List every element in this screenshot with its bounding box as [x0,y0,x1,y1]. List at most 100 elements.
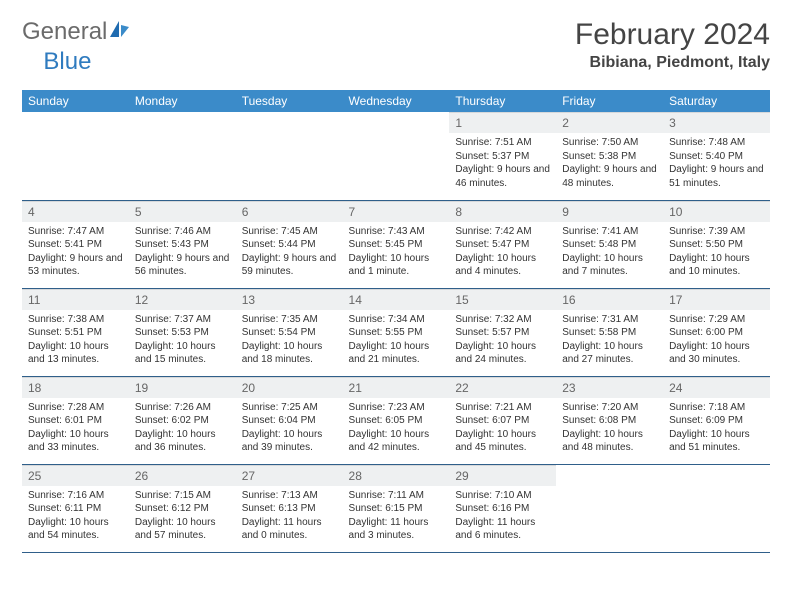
day-details: Sunrise: 7:32 AMSunset: 5:57 PMDaylight:… [449,310,556,373]
day-details: Sunrise: 7:20 AMSunset: 6:08 PMDaylight:… [556,398,663,461]
day-number: 19 [129,377,236,398]
calendar-day-cell: 23Sunrise: 7:20 AMSunset: 6:08 PMDayligh… [556,376,663,464]
weekday-header: Sunday [22,90,129,112]
calendar-empty-cell [556,464,663,552]
day-number: 10 [663,201,770,222]
day-details: Sunrise: 7:51 AMSunset: 5:37 PMDaylight:… [449,133,556,196]
calendar-week-row: 18Sunrise: 7:28 AMSunset: 6:01 PMDayligh… [22,376,770,464]
day-number: 1 [449,112,556,133]
weekday-header: Wednesday [343,90,450,112]
day-details: Sunrise: 7:37 AMSunset: 5:53 PMDaylight:… [129,310,236,373]
day-number: 28 [343,465,450,486]
sail-icon [109,18,131,46]
day-number: 13 [236,289,343,310]
day-details: Sunrise: 7:25 AMSunset: 6:04 PMDaylight:… [236,398,343,461]
day-details: Sunrise: 7:34 AMSunset: 5:55 PMDaylight:… [343,310,450,373]
day-number: 23 [556,377,663,398]
calendar-empty-cell [236,112,343,200]
calendar-day-cell: 3Sunrise: 7:48 AMSunset: 5:40 PMDaylight… [663,112,770,200]
calendar-week-row: 25Sunrise: 7:16 AMSunset: 6:11 PMDayligh… [22,464,770,552]
calendar-table: SundayMondayTuesdayWednesdayThursdayFrid… [22,90,770,553]
calendar-day-cell: 9Sunrise: 7:41 AMSunset: 5:48 PMDaylight… [556,200,663,288]
day-details: Sunrise: 7:42 AMSunset: 5:47 PMDaylight:… [449,222,556,285]
weekday-header: Friday [556,90,663,112]
day-details: Sunrise: 7:50 AMSunset: 5:38 PMDaylight:… [556,133,663,196]
calendar-day-cell: 6Sunrise: 7:45 AMSunset: 5:44 PMDaylight… [236,200,343,288]
calendar-day-cell: 15Sunrise: 7:32 AMSunset: 5:57 PMDayligh… [449,288,556,376]
day-details: Sunrise: 7:38 AMSunset: 5:51 PMDaylight:… [22,310,129,373]
calendar-day-cell: 13Sunrise: 7:35 AMSunset: 5:54 PMDayligh… [236,288,343,376]
day-number: 5 [129,201,236,222]
day-number: 15 [449,289,556,310]
logo: General [22,18,133,46]
day-number: 4 [22,201,129,222]
day-details: Sunrise: 7:18 AMSunset: 6:09 PMDaylight:… [663,398,770,461]
calendar-day-cell: 24Sunrise: 7:18 AMSunset: 6:09 PMDayligh… [663,376,770,464]
day-number: 3 [663,112,770,133]
calendar-day-cell: 7Sunrise: 7:43 AMSunset: 5:45 PMDaylight… [343,200,450,288]
day-number: 21 [343,377,450,398]
calendar-day-cell: 27Sunrise: 7:13 AMSunset: 6:13 PMDayligh… [236,464,343,552]
day-details: Sunrise: 7:15 AMSunset: 6:12 PMDaylight:… [129,486,236,549]
calendar-day-cell: 2Sunrise: 7:50 AMSunset: 5:38 PMDaylight… [556,112,663,200]
calendar-day-cell: 25Sunrise: 7:16 AMSunset: 6:11 PMDayligh… [22,464,129,552]
day-number: 26 [129,465,236,486]
day-details: Sunrise: 7:46 AMSunset: 5:43 PMDaylight:… [129,222,236,285]
calendar-day-cell: 19Sunrise: 7:26 AMSunset: 6:02 PMDayligh… [129,376,236,464]
day-details: Sunrise: 7:35 AMSunset: 5:54 PMDaylight:… [236,310,343,373]
page-title: February 2024 [575,18,770,52]
day-details: Sunrise: 7:21 AMSunset: 6:07 PMDaylight:… [449,398,556,461]
calendar-day-cell: 8Sunrise: 7:42 AMSunset: 5:47 PMDaylight… [449,200,556,288]
day-number: 27 [236,465,343,486]
weekday-header-row: SundayMondayTuesdayWednesdayThursdayFrid… [22,90,770,112]
day-number: 7 [343,201,450,222]
calendar-day-cell: 18Sunrise: 7:28 AMSunset: 6:01 PMDayligh… [22,376,129,464]
day-number: 12 [129,289,236,310]
day-number: 17 [663,289,770,310]
weekday-header: Thursday [449,90,556,112]
title-block: February 2024 Bibiana, Piedmont, Italy [575,18,770,72]
day-details: Sunrise: 7:16 AMSunset: 6:11 PMDaylight:… [22,486,129,549]
day-details: Sunrise: 7:41 AMSunset: 5:48 PMDaylight:… [556,222,663,285]
day-details: Sunrise: 7:45 AMSunset: 5:44 PMDaylight:… [236,222,343,285]
day-details: Sunrise: 7:29 AMSunset: 6:00 PMDaylight:… [663,310,770,373]
logo-text-blue: Blue [43,48,91,76]
calendar-day-cell: 17Sunrise: 7:29 AMSunset: 6:00 PMDayligh… [663,288,770,376]
calendar-day-cell: 21Sunrise: 7:23 AMSunset: 6:05 PMDayligh… [343,376,450,464]
day-details: Sunrise: 7:28 AMSunset: 6:01 PMDaylight:… [22,398,129,461]
day-details: Sunrise: 7:11 AMSunset: 6:15 PMDaylight:… [343,486,450,549]
day-details: Sunrise: 7:10 AMSunset: 6:16 PMDaylight:… [449,486,556,549]
weekday-header: Saturday [663,90,770,112]
calendar-day-cell: 20Sunrise: 7:25 AMSunset: 6:04 PMDayligh… [236,376,343,464]
day-number: 9 [556,201,663,222]
calendar-day-cell: 5Sunrise: 7:46 AMSunset: 5:43 PMDaylight… [129,200,236,288]
calendar-empty-cell [663,464,770,552]
day-number: 16 [556,289,663,310]
day-details: Sunrise: 7:43 AMSunset: 5:45 PMDaylight:… [343,222,450,285]
calendar-day-cell: 1Sunrise: 7:51 AMSunset: 5:37 PMDaylight… [449,112,556,200]
day-number: 20 [236,377,343,398]
day-number: 22 [449,377,556,398]
day-details: Sunrise: 7:31 AMSunset: 5:58 PMDaylight:… [556,310,663,373]
calendar-week-row: 4Sunrise: 7:47 AMSunset: 5:41 PMDaylight… [22,200,770,288]
calendar-empty-cell [343,112,450,200]
day-details: Sunrise: 7:26 AMSunset: 6:02 PMDaylight:… [129,398,236,461]
day-details: Sunrise: 7:48 AMSunset: 5:40 PMDaylight:… [663,133,770,196]
day-number: 25 [22,465,129,486]
day-details: Sunrise: 7:39 AMSunset: 5:50 PMDaylight:… [663,222,770,285]
calendar-week-row: 1Sunrise: 7:51 AMSunset: 5:37 PMDaylight… [22,112,770,200]
calendar-day-cell: 12Sunrise: 7:37 AMSunset: 5:53 PMDayligh… [129,288,236,376]
day-number: 29 [449,465,556,486]
day-number: 11 [22,289,129,310]
calendar-day-cell: 10Sunrise: 7:39 AMSunset: 5:50 PMDayligh… [663,200,770,288]
calendar-day-cell: 4Sunrise: 7:47 AMSunset: 5:41 PMDaylight… [22,200,129,288]
logo-text-general: General [22,18,107,46]
day-number: 18 [22,377,129,398]
calendar-empty-cell [22,112,129,200]
calendar-day-cell: 28Sunrise: 7:11 AMSunset: 6:15 PMDayligh… [343,464,450,552]
day-number: 8 [449,201,556,222]
calendar-day-cell: 14Sunrise: 7:34 AMSunset: 5:55 PMDayligh… [343,288,450,376]
calendar-day-cell: 29Sunrise: 7:10 AMSunset: 6:16 PMDayligh… [449,464,556,552]
calendar-week-row: 11Sunrise: 7:38 AMSunset: 5:51 PMDayligh… [22,288,770,376]
day-details: Sunrise: 7:23 AMSunset: 6:05 PMDaylight:… [343,398,450,461]
